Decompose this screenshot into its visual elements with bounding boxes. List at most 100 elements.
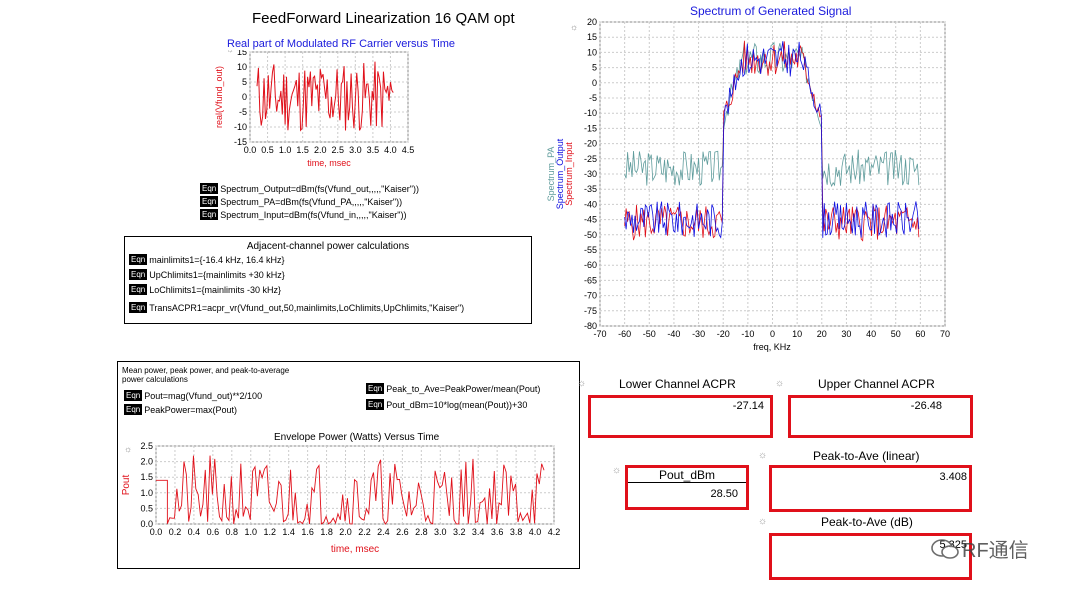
x-tick-label: 1.8 [320,527,333,537]
page-title: FeedForward Linearization 16 QAM opt [252,10,515,27]
eqn-transacpr[interactable]: Eqn TransACPR1=acpr_vr(Vfund_out,50,mainl… [129,302,531,313]
x-tick-label: 3.0 [434,527,447,537]
power-box-title-1: Mean power, peak power, and peak-to-aver… [122,366,290,375]
eqn-peak-to-ave[interactable]: Eqn Peak_to_Ave=PeakPower/mean(Pout) [366,383,540,394]
eqn-mainlimits[interactable]: Eqn mainlimits1={-16.4 kHz, 16.4 kHz} [129,254,531,265]
y-axis-label: Pout [121,474,132,495]
y-tick-label: -45 [584,215,597,225]
x-axis-label: time, msec [331,544,379,555]
spectrum-output-trace [624,41,920,239]
y-tick-label: 1.5 [140,472,153,482]
peak-ave-db-label: Peak-to-Ave (dB) [821,515,913,529]
x-tick-label: 1.0 [279,145,292,155]
marker-icon: ☼ [758,516,768,527]
y-tick-label: 10 [237,62,247,72]
spectrum-input-trace [624,40,920,242]
y-tick-label: 15 [587,32,597,42]
y-tick-label: 20 [587,17,597,27]
eqn-text: PeakPower=max(Pout) [144,404,238,415]
pout-dbm-value: 28.50 [710,488,738,500]
eqn-peakpower[interactable]: Eqn PeakPower=max(Pout) [124,404,262,415]
marker-icon: ☼ [577,378,587,389]
eqn-upchlimits[interactable]: Eqn UpChlimits1={mainlimits +30 kHz} [129,269,531,280]
x-tick-label: 0.4 [188,527,201,537]
marker-icon: ☼ [612,465,622,476]
envelope-chart[interactable]: 0.0 0.2 0.4 0.6 0.8 1.0 1.2 1.4 1.6 1.8 2.0 2.2 2.4 2… [118,440,576,564]
lower-acpr-box[interactable]: -27.14 [588,395,773,438]
eqn-spectrum-output[interactable]: Eqn Spectrum_Output=dBm(fs(Vfund_out,,,,,… [200,183,419,194]
y-tick-label: 5 [592,63,597,73]
x-tick-label: 2.8 [415,527,428,537]
eqn-pout-dbm[interactable]: Eqn Pout_dBm=10*log(mean(Pout))+30 [366,399,540,410]
x-tick-label: 0.8 [226,527,239,537]
marker-icon: ☼ [758,450,768,461]
upper-acpr-box[interactable]: -26.48 [788,395,973,438]
y-axis-label-pa: Spectrum_PA [546,147,556,202]
x-tick-label: 3.4 [472,527,485,537]
x-tick-label: 3.8 [510,527,523,537]
x-tick-label: -10 [741,329,754,339]
y-tick-label: -75 [584,306,597,316]
x-tick-label: 2.6 [396,527,409,537]
power-box-title-2: power calculations [122,375,188,384]
x-tick-label: 1.4 [282,527,295,537]
y-tick-label: 10 [587,47,597,57]
x-tick-label: 3.5 [367,145,380,155]
eqn-tag: Eqn [129,269,148,280]
y-tick-label: -20 [584,139,597,149]
pout-dbm-box[interactable]: Pout_dBm 28.50 [625,465,749,510]
x-tick-label: 30 [841,329,851,339]
eqn-text: Spectrum_PA=dBm(fs(Vfund_PA,,,,,"Kaiser"… [220,196,403,207]
y-tick-label: -30 [584,169,597,179]
x-tick-label: 2.2 [358,527,371,537]
eqn-tag: Eqn [129,284,148,295]
eqn-tag: Eqn [124,390,143,401]
y-tick-label: -15 [234,137,247,147]
x-tick-label: -50 [643,329,656,339]
eqn-spectrum-pa[interactable]: Eqn Spectrum_PA=dBm(fs(Vfund_PA,,,,,"Kais… [200,196,419,207]
envelope-trace [156,455,545,525]
eqn-lochlimits[interactable]: Eqn LoChlimits1={mainlimits -30 kHz} [129,284,531,295]
eqn-tag: Eqn [124,404,143,415]
y-tick-label: -40 [584,199,597,209]
carrier-chart[interactable]: 0.0 0.5 1.0 1.5 2.0 2.5 3.0 3.5 4.0 4.5 15 10 5 0 -5 -1… [208,50,418,172]
y-tick-label: -35 [584,184,597,194]
spectrum-chart[interactable]: -70 -60 -50 -40 -30 -20 -10 0 10 20 30 40 50 60 702015… [540,14,960,354]
watermark: RF通信 [930,534,1029,563]
eqn-text: Spectrum_Output=dBm(fs(Vfund_out,,,,,"Ka… [220,183,419,194]
y-axis-label: real(Vfund_out) [214,66,224,128]
x-tick-label: 0.0 [150,527,163,537]
y-tick-label: 0.5 [140,503,153,513]
peak-ave-linear-value: 3.408 [939,471,967,483]
x-tick-label: 70 [940,329,950,339]
peak-ave-linear-label: Peak-to-Ave (linear) [813,449,920,463]
spectrum-pa-trace [624,41,920,188]
x-tick-label: 3.6 [491,527,504,537]
eqn-pout[interactable]: Eqn Pout=mag(Vfund_out)**2/100 [124,390,262,401]
eqn-tag: Eqn [129,302,148,313]
x-axis-label: freq, KHz [753,342,791,352]
x-tick-label: 2.5 [332,145,345,155]
power-calc-box: Mean power, peak power, and peak-to-aver… [117,361,580,569]
eqn-text: Pout_dBm=10*log(mean(Pout))+30 [386,399,528,410]
eqn-text: TransACPR1=acpr_vr(Vfund_out,50,mainlimi… [149,302,465,313]
y-tick-label: -65 [584,275,597,285]
y-tick-label: -80 [584,321,597,331]
eqn-tag: Eqn [129,254,148,265]
x-tick-label: 40 [866,329,876,339]
eqn-spectrum-input[interactable]: Eqn Spectrum_Input=dBm(fs(Vfund_in,,,,,"K… [200,209,419,220]
peak-ave-linear-box[interactable]: 3.408 [769,465,972,512]
x-tick-label: 2.0 [314,145,327,155]
x-tick-label: 0.0 [244,145,257,155]
carrier-chart-title: Real part of Modulated RF Carrier versus… [227,38,456,50]
y-tick-label: -10 [584,108,597,118]
y-tick-label: -55 [584,245,597,255]
y-tick-label: 1.0 [140,488,153,498]
x-tick-label: 4.0 [529,527,542,537]
upper-acpr-label: Upper Channel ACPR [818,377,935,391]
eqn-tag: Eqn [366,383,385,394]
x-tick-label: 3.2 [453,527,466,537]
x-tick-label: 0 [770,329,775,339]
y-tick-label: -5 [239,107,247,117]
y-tick-label: 5 [242,77,247,87]
